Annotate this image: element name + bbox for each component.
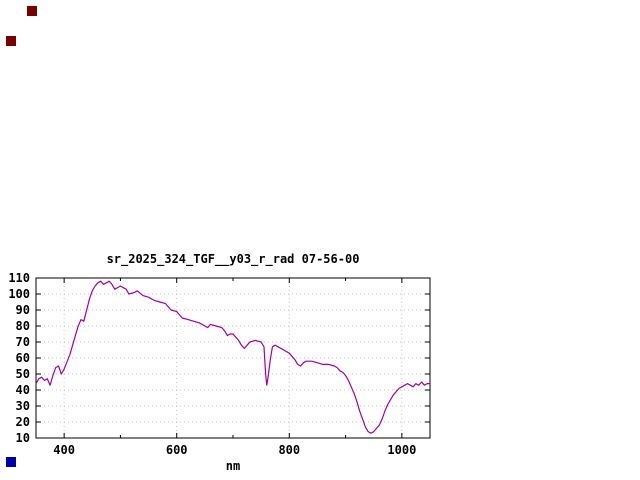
spectrum-curve [35, 280, 430, 434]
window-marker-top [27, 6, 37, 16]
x-axis-label: nm [225, 459, 241, 473]
x-tick-label: 1000 [387, 443, 416, 457]
y-tick-label: 40 [16, 383, 30, 397]
y-tick-label: 70 [16, 335, 30, 349]
x-tick-label: 400 [53, 443, 75, 457]
x-tick-label: 800 [278, 443, 300, 457]
plot-frame [35, 277, 431, 439]
window-marker-left [6, 36, 16, 46]
chart-title: sr_2025_324_TGF__y03_r_rad 07-56-00 [106, 252, 360, 266]
y-tick-label: 80 [16, 319, 30, 333]
y-tick-label: 110 [8, 271, 30, 285]
y-tick-label: 100 [8, 287, 30, 301]
y-tick-label: 30 [16, 399, 30, 413]
y-tick-label: 20 [16, 415, 30, 429]
y-tick-label: 10 [16, 431, 30, 445]
y-tick-label: 50 [16, 367, 30, 381]
window-marker-bottom [6, 457, 16, 467]
x-tick-label: 600 [166, 443, 188, 457]
y-tick-label: 60 [16, 351, 30, 365]
y-tick-label: 90 [16, 303, 30, 317]
